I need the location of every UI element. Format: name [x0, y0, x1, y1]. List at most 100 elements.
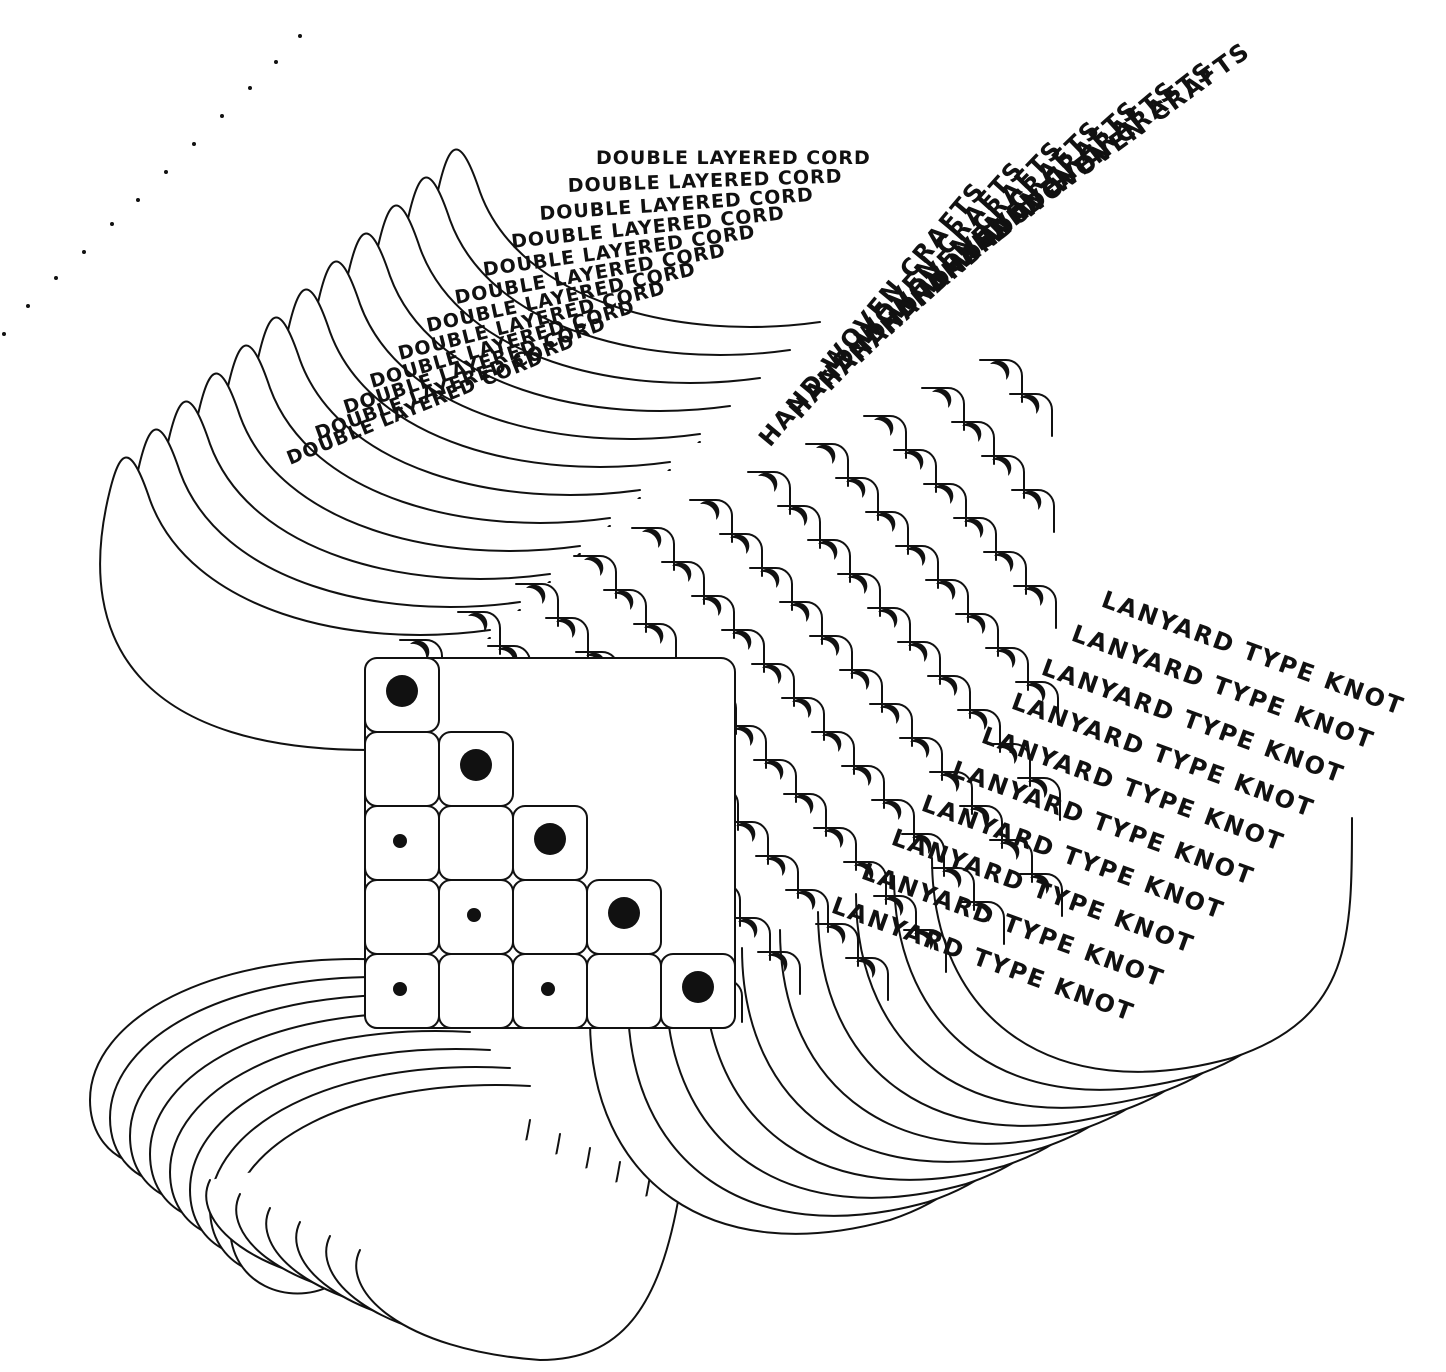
weave-hook: [781, 697, 825, 741]
weave-crescent: [822, 732, 842, 752]
grid-cell: [438, 805, 514, 881]
weave-crescent: [762, 664, 782, 684]
weave-crescent: [796, 890, 816, 910]
weave-hook: [951, 421, 995, 465]
weave-hook: [899, 737, 943, 781]
weave-crescent: [1022, 490, 1042, 510]
weave-hook: [809, 635, 853, 679]
weave-hook: [783, 793, 827, 837]
weave-hook: [923, 483, 967, 527]
weave-crescent: [852, 766, 872, 786]
weave-hook: [863, 415, 907, 459]
label-double-12: DOUBLE LAYERED CORD: [596, 147, 871, 169]
weave-crescent: [880, 704, 900, 724]
weave-crescent: [642, 528, 662, 548]
weave-crescent: [738, 918, 758, 938]
weave-crescent: [972, 902, 992, 922]
weave-hook: [755, 855, 799, 899]
weave-hook: [961, 901, 1005, 945]
weave-crescent: [878, 608, 898, 628]
weave-hook: [813, 827, 857, 871]
weave-crescent: [732, 630, 752, 650]
weave-crescent: [850, 670, 870, 690]
weave-crescent: [968, 710, 988, 730]
weave-hook: [815, 923, 859, 967]
weave-crescent: [820, 636, 840, 656]
knot-grid: [364, 657, 736, 1029]
weave-crescent: [764, 760, 784, 780]
weave-hook: [981, 455, 1025, 499]
small-dot: [467, 908, 481, 922]
weave-hook: [633, 623, 677, 667]
weave-hook: [753, 759, 797, 803]
weave-crescent: [1026, 682, 1046, 702]
weave-crescent: [854, 862, 874, 882]
big-dot: [534, 823, 566, 855]
weave-crescent: [990, 360, 1010, 380]
weave-hook: [869, 703, 913, 747]
weave-hook: [807, 539, 851, 583]
weave-hook: [895, 545, 939, 589]
weave-hook: [661, 561, 705, 605]
weave-hook: [925, 579, 969, 623]
small-dot: [541, 982, 555, 996]
weave-crescent: [874, 416, 894, 436]
weave-hook: [841, 765, 885, 809]
grid-cell: [364, 731, 440, 807]
big-dot: [386, 675, 418, 707]
weave-hook: [751, 663, 795, 707]
weave-crescent: [702, 596, 722, 616]
weave-crescent: [848, 574, 868, 594]
weave-crescent: [1024, 586, 1044, 606]
grid-cell: [364, 879, 440, 955]
weave-hook: [867, 607, 911, 651]
weave-crescent: [790, 602, 810, 622]
weave-hook: [865, 511, 909, 555]
weave-crescent: [970, 806, 990, 826]
grid-cell: [512, 879, 588, 955]
weave-hook: [777, 505, 821, 549]
weave-hook: [955, 613, 999, 657]
weave-hook: [1015, 681, 1059, 725]
weave-hook: [785, 889, 829, 933]
weave-hook: [873, 895, 917, 939]
weave-hook: [721, 629, 765, 673]
weave-crescent: [1028, 778, 1048, 798]
weave-hook: [921, 387, 965, 431]
bottom-right-cord-loops: [589, 817, 1353, 1235]
dotted-trail: [2, 34, 302, 336]
weave-hook: [901, 833, 945, 877]
label-lanyard: LANYARD TYPE KNOT LANYARD TYPE KNOT LANY…: [828, 585, 1408, 1027]
grid-cell: [438, 953, 514, 1029]
small-dot: [393, 982, 407, 996]
weave-hook: [979, 359, 1023, 403]
weave-crescent: [856, 958, 876, 978]
weave-hook: [893, 449, 937, 493]
label-hand-8: HAND-WOVEN CRAFTS: [967, 36, 1256, 256]
weave-hook: [1019, 873, 1063, 917]
weave-crescent: [934, 484, 954, 504]
weave-hook: [1017, 777, 1061, 821]
weave-crescent: [816, 444, 836, 464]
weave-crescent: [992, 456, 1012, 476]
bottom-left-cord-loops: [88, 958, 681, 1362]
grid-cell: [586, 953, 662, 1029]
weave-hook: [603, 589, 647, 633]
weave-hook: [545, 617, 589, 661]
small-dot: [393, 834, 407, 848]
weave-crescent: [996, 648, 1016, 668]
weave-hook: [1013, 585, 1057, 629]
weave-hook: [727, 917, 771, 961]
weave-hook: [691, 595, 735, 639]
weave-crescent: [994, 552, 1014, 572]
weave-crescent: [410, 640, 430, 660]
weave-crescent: [906, 546, 926, 566]
weave-hook: [983, 551, 1027, 595]
weave-hook: [957, 709, 1001, 753]
weave-crescent: [936, 580, 956, 600]
cord-loop: [355, 1189, 681, 1362]
weave-crescent: [938, 676, 958, 696]
weave-hook: [723, 725, 767, 769]
weave-hook: [573, 555, 617, 599]
